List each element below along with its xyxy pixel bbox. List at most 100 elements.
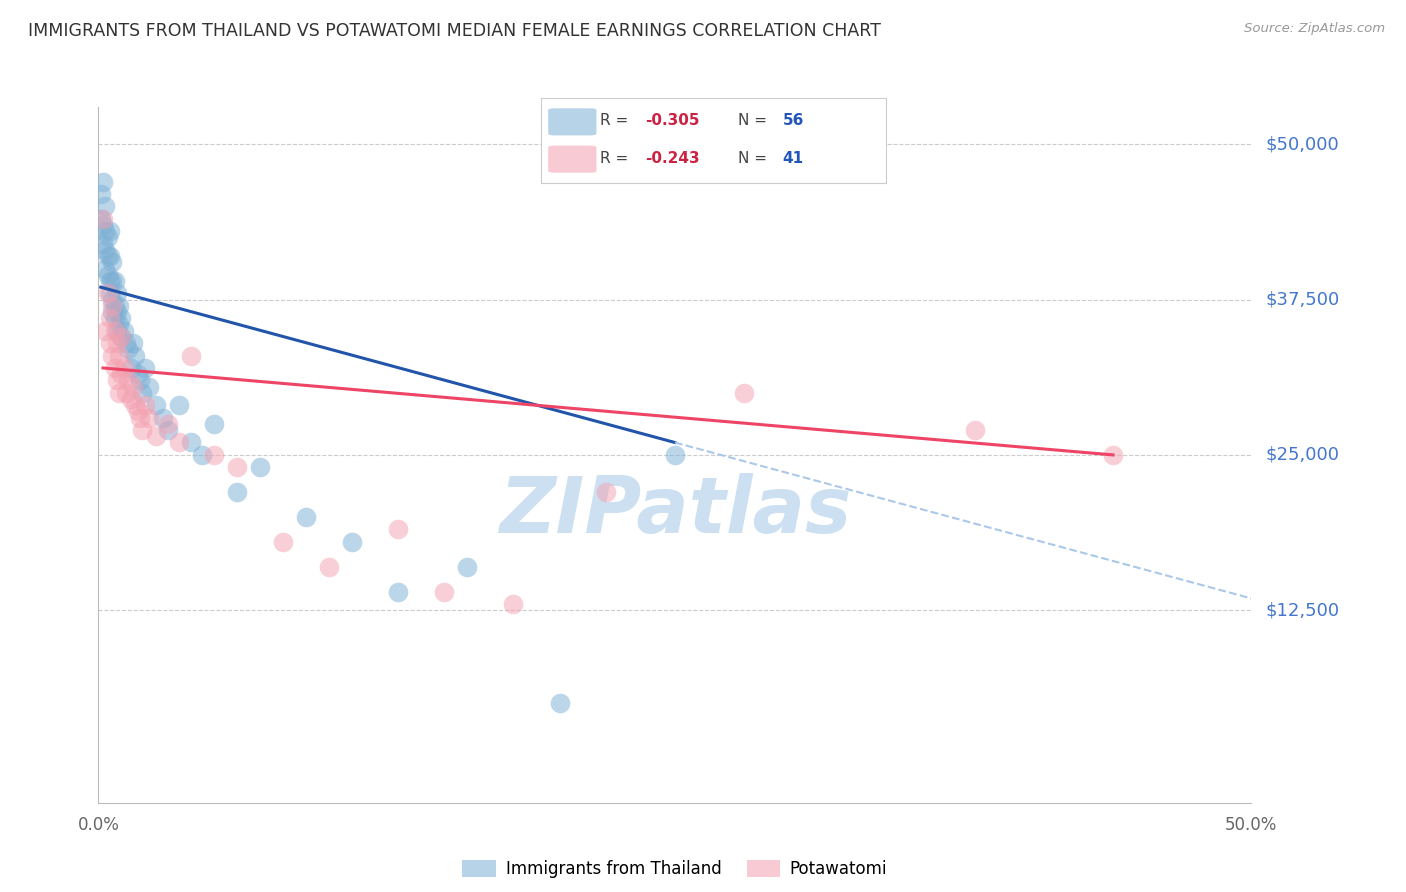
Point xyxy=(97,268,120,282)
Point xyxy=(110,330,132,344)
Point xyxy=(131,423,153,437)
Point xyxy=(664,448,686,462)
Point xyxy=(152,410,174,425)
Point xyxy=(202,417,225,431)
Point xyxy=(98,274,121,288)
Point xyxy=(387,523,409,537)
Point xyxy=(180,349,202,363)
Point xyxy=(120,360,142,375)
Point xyxy=(167,435,190,450)
Point xyxy=(101,255,124,269)
Point xyxy=(127,367,149,381)
Point xyxy=(127,404,149,418)
Point xyxy=(98,224,121,238)
Point xyxy=(180,435,202,450)
Point xyxy=(103,324,125,338)
Point xyxy=(117,373,139,387)
Point xyxy=(110,311,132,326)
Text: N =: N = xyxy=(738,151,772,166)
Point xyxy=(122,379,145,393)
Point xyxy=(456,559,478,574)
Point xyxy=(124,398,146,412)
Point xyxy=(98,286,121,301)
Point xyxy=(94,224,117,238)
Point xyxy=(387,584,409,599)
Point xyxy=(94,324,117,338)
Point xyxy=(105,324,128,338)
Text: $50,000: $50,000 xyxy=(1265,136,1339,153)
Point xyxy=(91,236,114,251)
Point xyxy=(98,249,121,263)
Point xyxy=(103,311,125,326)
Point xyxy=(122,336,145,351)
Point xyxy=(129,410,152,425)
Text: N =: N = xyxy=(738,113,772,128)
Point xyxy=(134,360,156,375)
Text: ZIPatlas: ZIPatlas xyxy=(499,473,851,549)
Point xyxy=(115,385,138,400)
Point xyxy=(156,417,179,431)
Point xyxy=(91,175,114,189)
Point xyxy=(101,349,124,363)
Point xyxy=(502,597,524,611)
Point xyxy=(191,448,214,462)
Point xyxy=(1102,448,1125,462)
Text: -0.305: -0.305 xyxy=(645,113,699,128)
Point xyxy=(101,274,124,288)
Text: $25,000: $25,000 xyxy=(1265,446,1340,464)
Point xyxy=(97,286,120,301)
Point xyxy=(101,293,124,307)
Point xyxy=(117,343,139,357)
Point xyxy=(340,534,363,549)
Point xyxy=(110,330,132,344)
Point xyxy=(97,249,120,263)
Point xyxy=(108,299,131,313)
Point xyxy=(91,211,114,226)
Point xyxy=(318,559,340,574)
FancyBboxPatch shape xyxy=(548,108,596,136)
Point xyxy=(103,274,125,288)
Point xyxy=(105,286,128,301)
Text: R =: R = xyxy=(600,113,633,128)
FancyBboxPatch shape xyxy=(548,145,596,173)
Point xyxy=(249,460,271,475)
Text: $12,500: $12,500 xyxy=(1265,601,1340,619)
Point xyxy=(129,373,152,387)
Point xyxy=(94,261,117,276)
Point xyxy=(145,398,167,412)
Point xyxy=(167,398,190,412)
Point xyxy=(145,429,167,443)
Point xyxy=(115,336,138,351)
Point xyxy=(105,305,128,319)
Text: -0.243: -0.243 xyxy=(645,151,699,166)
Point xyxy=(295,510,318,524)
Point xyxy=(225,460,247,475)
Point xyxy=(97,230,120,244)
Point xyxy=(156,423,179,437)
Point xyxy=(103,299,125,313)
Point xyxy=(124,349,146,363)
Text: 56: 56 xyxy=(782,113,804,128)
Point xyxy=(271,534,294,549)
Text: 41: 41 xyxy=(782,151,804,166)
Point xyxy=(595,485,617,500)
Point xyxy=(108,349,131,363)
Point xyxy=(94,199,117,213)
Point xyxy=(112,324,135,338)
Point xyxy=(101,299,124,313)
Point xyxy=(101,305,124,319)
Point xyxy=(94,243,117,257)
Text: Source: ZipAtlas.com: Source: ZipAtlas.com xyxy=(1244,22,1385,36)
Text: R =: R = xyxy=(600,151,633,166)
Point xyxy=(134,398,156,412)
Point xyxy=(90,186,112,201)
Point xyxy=(131,385,153,400)
Point xyxy=(105,373,128,387)
Point xyxy=(120,392,142,406)
Text: $37,500: $37,500 xyxy=(1265,291,1340,309)
Point xyxy=(98,336,121,351)
Point xyxy=(108,318,131,332)
Text: IMMIGRANTS FROM THAILAND VS POTAWATOMI MEDIAN FEMALE EARNINGS CORRELATION CHART: IMMIGRANTS FROM THAILAND VS POTAWATOMI M… xyxy=(28,22,882,40)
Point xyxy=(90,211,112,226)
Point xyxy=(98,311,121,326)
